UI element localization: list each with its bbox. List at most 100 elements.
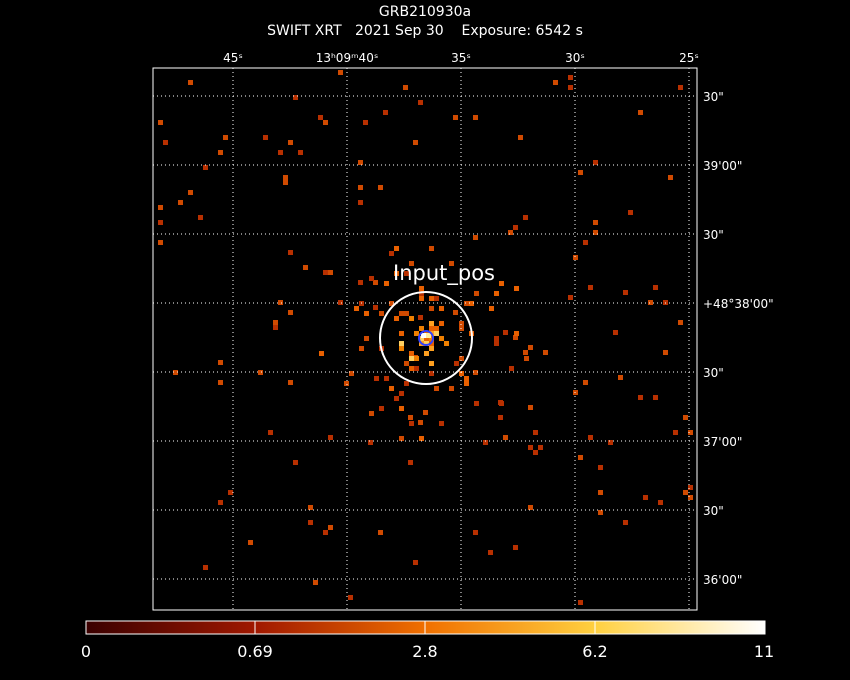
pixel [473, 115, 478, 120]
pixel [373, 280, 378, 285]
pixel [513, 335, 518, 340]
dec-tick-label: 39'00" [703, 159, 742, 173]
colorbar-label: 6.2 [582, 642, 607, 661]
pixel [613, 330, 618, 335]
pixel [173, 370, 178, 375]
pixel [419, 436, 424, 441]
pixel [459, 371, 464, 376]
pixel [593, 220, 598, 225]
pixel [518, 135, 523, 140]
pixel [618, 375, 623, 380]
pixel [524, 356, 529, 361]
pixel [508, 230, 513, 235]
pixel [434, 331, 439, 336]
ra-tick-label: 25ˢ [679, 51, 699, 65]
pixel [426, 333, 431, 338]
pixel [319, 351, 324, 356]
pixel [439, 421, 444, 426]
pixel [439, 336, 444, 341]
pixel [218, 360, 223, 365]
pixel [453, 310, 458, 315]
pixel [578, 455, 583, 460]
pixel [409, 351, 414, 356]
pixel [293, 95, 298, 100]
pixel [523, 215, 528, 220]
pixel [358, 160, 363, 165]
pixel [218, 380, 223, 385]
pixel [293, 460, 298, 465]
pixel [399, 331, 404, 336]
pixel [543, 350, 548, 355]
pixel [218, 150, 223, 155]
pixel [328, 435, 333, 440]
pixel [198, 215, 203, 220]
pixel [568, 85, 573, 90]
pixel [688, 430, 693, 435]
pixel [509, 366, 514, 371]
pixel [454, 361, 459, 366]
pixel [429, 296, 434, 301]
pixel [404, 311, 409, 316]
pixel [258, 370, 263, 375]
dec-tick-label: +48°38'00" [703, 297, 774, 311]
pixel [338, 70, 343, 75]
pixel [414, 366, 419, 371]
pixel [419, 326, 424, 331]
pixel [349, 371, 354, 376]
pixel [409, 261, 414, 266]
pixel [658, 500, 663, 505]
pixel [384, 281, 389, 286]
pixel [688, 495, 693, 500]
pixel [203, 165, 208, 170]
pixel [573, 255, 578, 260]
pixel [399, 341, 404, 346]
pixel [409, 366, 414, 371]
pixel [424, 336, 429, 341]
pixel [158, 220, 163, 225]
pixel [283, 175, 288, 180]
pixel [369, 276, 374, 281]
pixel [409, 421, 414, 426]
pixel [418, 420, 423, 425]
pixel [429, 306, 434, 311]
pixel [328, 270, 333, 275]
pixel [434, 296, 439, 301]
pixel [358, 200, 363, 205]
pixel [459, 356, 464, 361]
pixel [399, 346, 404, 351]
pixel [653, 285, 658, 290]
pixel [464, 381, 469, 386]
pixel [583, 240, 588, 245]
pixel [439, 321, 444, 326]
pixel [363, 120, 368, 125]
pixel [308, 505, 313, 510]
pixel [328, 525, 333, 530]
pixel [553, 80, 558, 85]
photon-pixels [158, 70, 693, 605]
pixel [158, 240, 163, 245]
pixel [413, 560, 418, 565]
pixel [623, 520, 628, 525]
pixel [158, 205, 163, 210]
pixel [273, 325, 278, 330]
pixel [408, 460, 413, 465]
pixel [389, 301, 394, 306]
dec-tick-label: 30" [703, 228, 724, 242]
pixel [354, 306, 359, 311]
pixel [394, 316, 399, 321]
pixel [278, 150, 283, 155]
pixel [379, 311, 384, 316]
pixel [203, 565, 208, 570]
pixel [383, 110, 388, 115]
pixel [283, 180, 288, 185]
pixel [344, 381, 349, 386]
pixel [588, 435, 593, 440]
pixel [263, 135, 268, 140]
pixel [474, 401, 479, 406]
pixel [464, 301, 469, 306]
pixel [268, 430, 273, 435]
pixel [313, 580, 318, 585]
pixel [653, 395, 658, 400]
